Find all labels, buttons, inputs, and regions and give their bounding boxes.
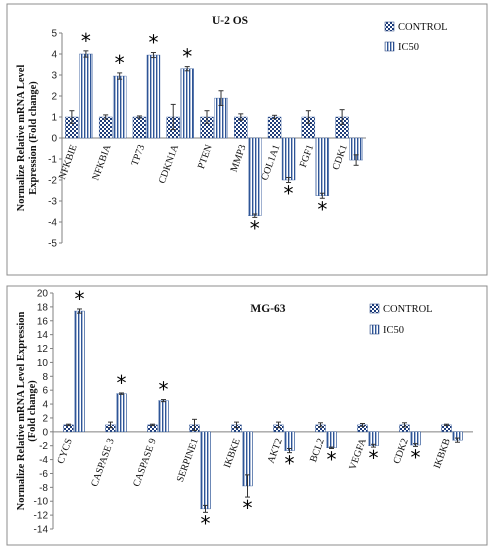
y-tick-label: -2 xyxy=(39,441,48,452)
bar-ic50-akt2 xyxy=(284,431,295,451)
y-tick-label: -2 xyxy=(48,176,57,187)
panel-frame xyxy=(6,285,488,546)
y-tick-label: 1 xyxy=(51,113,57,124)
legend-swatch-ic50 xyxy=(384,41,395,52)
y-tick-label: -6 xyxy=(39,469,48,480)
y-axis-label: Normalize Relative mRNA Level Expression xyxy=(16,312,27,511)
y-tick-label: -3 xyxy=(48,197,57,208)
y-tick-label: 2 xyxy=(42,413,48,424)
significance-star: * xyxy=(75,287,85,311)
legend-label-ic50: IC50 xyxy=(398,42,419,53)
significance-star: * xyxy=(327,447,337,471)
legend-label-ic50: IC50 xyxy=(383,325,404,336)
chart-title: U-2 OS xyxy=(212,15,248,27)
y-tick-label: -14 xyxy=(34,525,49,536)
y-tick-label: 14 xyxy=(37,330,49,341)
y-tick-label: 20 xyxy=(37,289,49,300)
y-axis-label: (Fold change) xyxy=(27,380,38,442)
significance-star: * xyxy=(369,446,379,470)
chart-panel-mg63: -14 -12 -10 -8 -6 -4 -2 0 2 4 6 8 10 12 14 16 18 20 Normal… xyxy=(6,285,488,546)
significance-star: * xyxy=(117,371,127,395)
significance-star: * xyxy=(182,45,192,69)
panel-frame xyxy=(6,3,488,276)
y-tick-label: 16 xyxy=(37,316,49,327)
significance-star: * xyxy=(115,51,125,75)
y-tick-label: 4 xyxy=(51,50,57,61)
y-tick-label: 18 xyxy=(37,302,49,313)
y-tick-label: -8 xyxy=(39,483,48,494)
bar-control-tp73 xyxy=(132,116,147,139)
y-tick-label: 5 xyxy=(51,29,57,40)
bar-ic50-caspase-9 xyxy=(158,400,169,433)
bar-ic50-tp73 xyxy=(146,54,161,139)
significance-star: * xyxy=(285,452,295,476)
bar-ic50-serpine1 xyxy=(200,431,211,510)
y-tick-label: 3 xyxy=(51,71,57,82)
chart-panel-usos: -5 -4 -3 -2 -1 0 1 2 3 4 5 Normalize Relative mRNA … xyxy=(6,3,488,276)
significance-star: * xyxy=(148,31,158,55)
y-tick-label: -5 xyxy=(48,239,57,250)
legend-label-control: CONTROL xyxy=(383,304,433,315)
bar-ic50-caspase-3 xyxy=(116,393,127,433)
bar-ic50-cdk2 xyxy=(410,431,421,446)
y-tick-label: 0 xyxy=(42,427,48,438)
legend-swatch-ic50 xyxy=(369,324,380,335)
bar-ic50-col1a1 xyxy=(281,137,296,181)
bar-control-col1a1 xyxy=(267,116,282,139)
significance-star: * xyxy=(411,445,421,469)
legend-swatch-control xyxy=(369,303,380,314)
legend-swatch-control xyxy=(384,21,395,32)
chart-title: MG-63 xyxy=(250,303,285,315)
y-tick-label: 8 xyxy=(42,372,48,383)
y-axis-label: Expression (Fold change) xyxy=(28,81,39,195)
y-tick-label: 10 xyxy=(37,358,49,369)
bar-ic50-nfkbia xyxy=(112,75,127,139)
y-axis-label: Normalize Relative mRNA Level xyxy=(16,65,27,212)
y-tick-label: 4 xyxy=(42,400,48,411)
bar-ic50-cdkn1a xyxy=(180,68,194,139)
y-tick-label: -10 xyxy=(34,497,49,508)
bar-ic50-vegfa xyxy=(368,431,379,446)
significance-star: * xyxy=(201,511,211,535)
y-tick-label: 12 xyxy=(37,344,49,355)
significance-star: * xyxy=(159,378,169,402)
bar-ic50-fgf1 xyxy=(315,137,330,196)
y-tick-label: 0 xyxy=(51,134,57,145)
y-tick-label: 6 xyxy=(42,386,48,397)
y-tick-label: -1 xyxy=(48,155,57,166)
bar-ic50-cycs xyxy=(74,310,85,433)
significance-star: * xyxy=(250,216,260,240)
y-tick-label: 2 xyxy=(51,92,57,103)
bar-control-nfkbia xyxy=(98,116,113,139)
bar-ic50-nfkbie xyxy=(79,53,93,139)
significance-star: * xyxy=(81,29,91,53)
significance-star: * xyxy=(317,197,327,221)
y-tick-label: -4 xyxy=(39,455,48,466)
legend-label-control: CONTROL xyxy=(398,22,448,33)
significance-star: * xyxy=(284,182,294,206)
bar-ic50-bcl2 xyxy=(326,431,337,448)
y-tick-label: -4 xyxy=(48,218,57,229)
y-tick-label: -12 xyxy=(34,511,49,522)
significance-star: * xyxy=(243,496,253,520)
